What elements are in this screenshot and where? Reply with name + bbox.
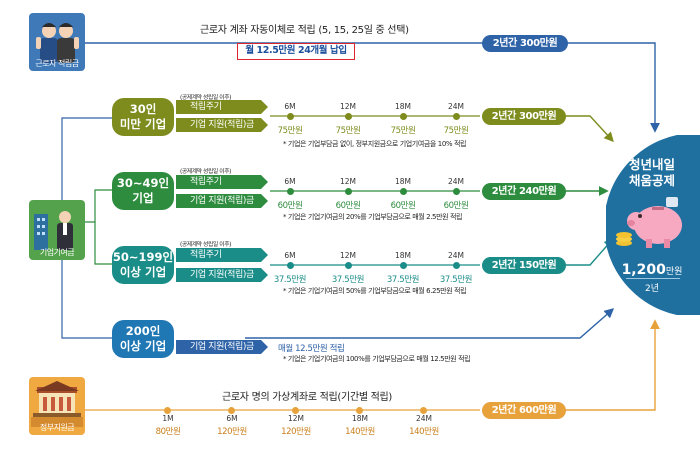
piggy-bank-icon bbox=[616, 197, 682, 248]
amount-label: 75만원 bbox=[277, 126, 303, 136]
tier-note: * 기업은 기업기여금의 50%를 기업부담금으로 매월 6.25만원 적립 bbox=[283, 287, 467, 295]
tier-company-badge: 200인 이상 기업 bbox=[112, 320, 174, 358]
amount-label: 60만원 bbox=[335, 201, 361, 211]
timeline-dot bbox=[292, 407, 299, 414]
result-divider bbox=[626, 278, 680, 279]
result-period: 2년 bbox=[644, 284, 659, 294]
month-label: 18M bbox=[351, 414, 368, 423]
timeline-dot bbox=[345, 113, 352, 120]
worker-icon: 근로자 적립금 bbox=[29, 13, 85, 71]
tier-company-badge: 30~49인 기업 bbox=[112, 172, 174, 210]
result-amount: 1,200만원 bbox=[610, 259, 694, 278]
government-icon-label: 정부지원금 bbox=[39, 423, 75, 432]
month-label: 12M bbox=[339, 177, 356, 186]
timeline-dot bbox=[345, 262, 352, 269]
timeline-dot bbox=[356, 407, 363, 414]
company-icon-label: 기업기여금 bbox=[39, 248, 75, 257]
tier-total-badge: 2년간 150만원 bbox=[482, 257, 566, 274]
amount-label: 120만원 bbox=[217, 427, 247, 437]
worker-total-badge: 2년간 300만원 bbox=[482, 35, 568, 52]
amount-label: 60만원 bbox=[390, 201, 416, 211]
month-label: 18M bbox=[394, 251, 411, 260]
government-icon: 정부지원금 bbox=[29, 377, 85, 435]
cycle-tag: 적립주기 bbox=[176, 248, 268, 262]
timeline-dot bbox=[287, 262, 294, 269]
result-circle: 청년내일 채움공제 1,200만원 2년 bbox=[606, 135, 700, 315]
tier-total-badge: 2년간 240만원 bbox=[482, 183, 566, 200]
month-label: 24M bbox=[447, 251, 464, 260]
support-tag: 기업 지원(적립)금 bbox=[176, 340, 268, 354]
amount-label: 120만원 bbox=[281, 427, 311, 437]
amount-label: 60만원 bbox=[277, 201, 303, 211]
amount-label: 37.5만원 bbox=[386, 275, 420, 285]
result-amount-value: 1,200 bbox=[621, 262, 666, 278]
worker-icon-label: 근로자 적립금 bbox=[35, 59, 79, 68]
support-tag: 기업 지원(적립)금 bbox=[176, 118, 268, 132]
timeline-dot bbox=[453, 188, 460, 195]
tier-note: * 기업은 기업기여금의 100%를 기업부담금으로 매월 12.5만원 적립 bbox=[283, 355, 471, 363]
month-label: 6M bbox=[284, 102, 296, 111]
timeline-dot bbox=[400, 188, 407, 195]
result-title: 청년내일 채움공제 bbox=[628, 157, 675, 188]
government-total-badge: 2년간 600만원 bbox=[482, 402, 566, 419]
amount-label: 37.5만원 bbox=[439, 275, 473, 285]
timeline-dot bbox=[400, 113, 407, 120]
amount-label: 75만원 bbox=[443, 126, 469, 136]
amount-label: 80만원 bbox=[155, 427, 181, 437]
tier-company-badge: 50~199인 이상 기업 bbox=[112, 246, 174, 284]
month-label: 18M bbox=[394, 177, 411, 186]
amount-label: 75만원 bbox=[390, 126, 416, 136]
timeline-dot bbox=[420, 407, 427, 414]
month-label: 12M bbox=[339, 251, 356, 260]
contract-note: (공제계약 성립일 이후) bbox=[180, 95, 232, 101]
tier-total-badge: 2년간 300만원 bbox=[482, 108, 566, 125]
company-icon: 기업기여금 bbox=[29, 200, 85, 260]
timeline-dot bbox=[400, 262, 407, 269]
amount-label: 37.5만원 bbox=[273, 275, 307, 285]
timeline-dot bbox=[287, 113, 294, 120]
amount-label: 37.5만원 bbox=[331, 275, 365, 285]
amount-label: 75만원 bbox=[335, 126, 361, 136]
tier-note: * 기업은 기업기여금의 20%를 기업부담금으로 매월 2.5만원 적립 bbox=[283, 213, 463, 221]
amount-label: 140만원 bbox=[345, 427, 375, 437]
support-tag: 기업 지원(적립)금 bbox=[176, 268, 268, 282]
timeline-dot bbox=[287, 188, 294, 195]
month-label: 6M bbox=[284, 177, 296, 186]
amount-label: 60만원 bbox=[443, 201, 469, 211]
monthly-label: 매월 12.5만원 적립 bbox=[278, 344, 345, 354]
month-label: 24M bbox=[447, 102, 464, 111]
timeline-dot bbox=[228, 407, 235, 414]
month-label: 6M bbox=[226, 414, 238, 423]
timeline-dot bbox=[164, 407, 171, 414]
timeline-dot bbox=[453, 113, 460, 120]
worker-highlight-box: 월 12.5만원 24개월 납입 bbox=[237, 43, 355, 60]
result-amount-unit: 만원 bbox=[665, 267, 683, 277]
month-label: 12M bbox=[287, 414, 304, 423]
timeline-dot bbox=[345, 188, 352, 195]
month-label: 24M bbox=[415, 414, 432, 423]
month-label: 6M bbox=[284, 251, 296, 260]
worker-description: 근로자 계좌 자동이체로 적립 (5, 15, 25일 중 선택) bbox=[200, 25, 409, 36]
amount-label: 140만원 bbox=[409, 427, 439, 437]
support-tag: 기업 지원(적립)금 bbox=[176, 194, 268, 208]
month-label: 12M bbox=[339, 102, 356, 111]
contract-note: (공제계약 성립일 이후) bbox=[180, 169, 232, 175]
month-label: 18M bbox=[394, 102, 411, 111]
tier-note: * 기업은 기업부담금 없이, 정부지원금으로 기업기여금을 10% 적립 bbox=[283, 140, 467, 148]
month-label: 1M bbox=[162, 414, 174, 423]
contract-note: (공제계약 성립일 이후) bbox=[180, 242, 232, 248]
government-description: 근로자 명의 가상계좌로 적립(기간별 적립) bbox=[222, 392, 393, 403]
tier-company-badge: 30인 미만 기업 bbox=[112, 98, 174, 136]
cycle-tag: 적립주기 bbox=[176, 100, 268, 114]
month-label: 24M bbox=[447, 177, 464, 186]
cycle-tag: 적립주기 bbox=[176, 175, 268, 189]
timeline-dot bbox=[453, 262, 460, 269]
